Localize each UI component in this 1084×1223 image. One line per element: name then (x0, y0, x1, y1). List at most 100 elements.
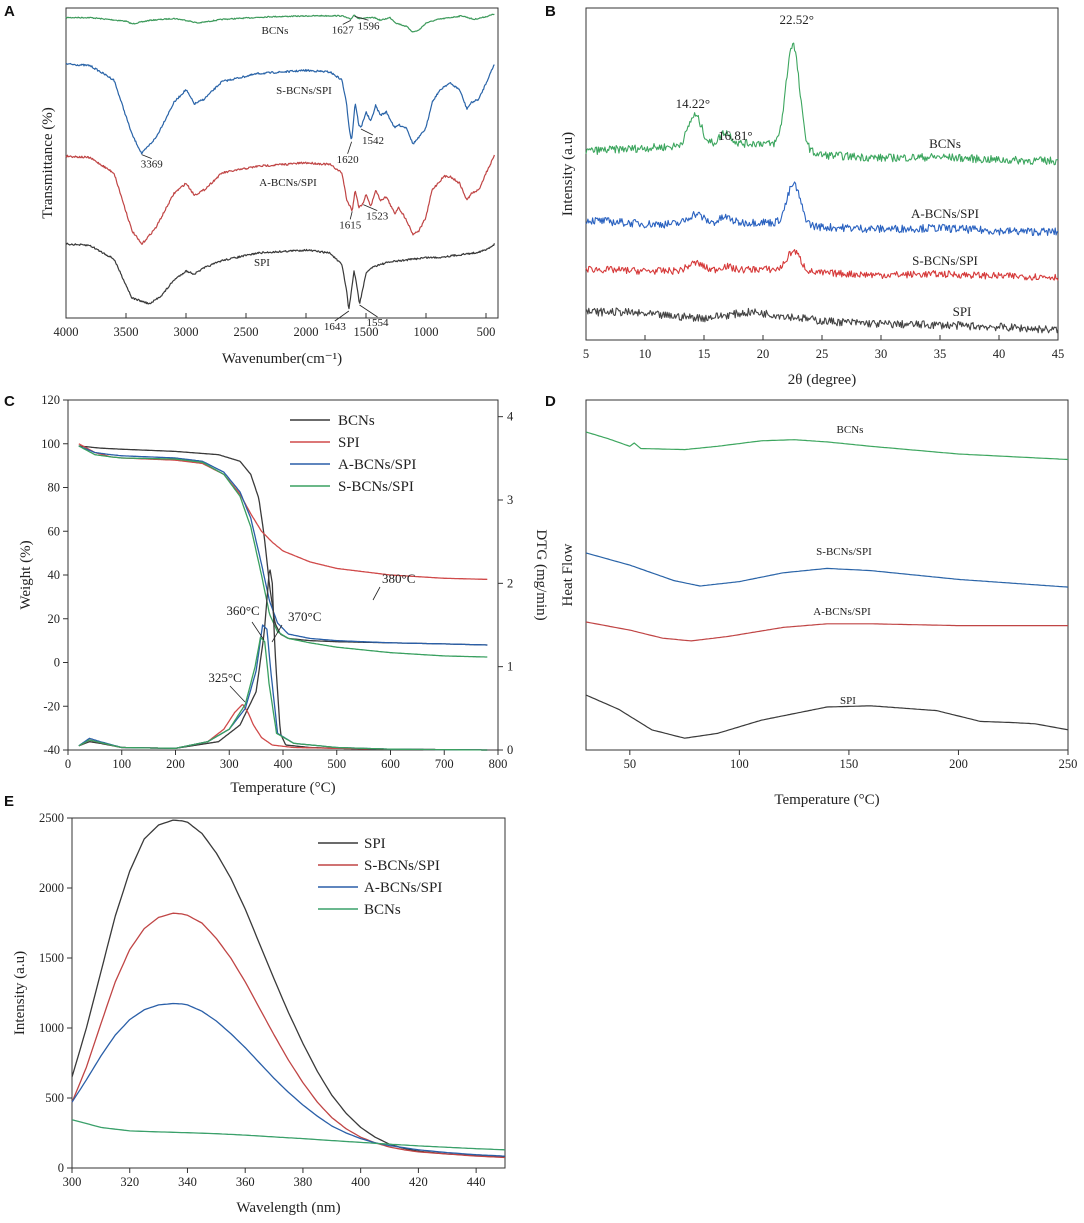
y-tick-label: 100 (41, 437, 60, 451)
y-tick-label: 80 (48, 481, 61, 495)
peak-annotation: 22.52° (780, 12, 814, 27)
y-tick-label: 0 (58, 1161, 64, 1175)
x-tick-label: 700 (435, 757, 454, 771)
x-tick-label: 300 (63, 1175, 82, 1189)
xrd-series-spi (585, 307, 1059, 334)
emission-curve-spi (71, 819, 506, 1158)
x-tick-label: 5 (583, 347, 589, 361)
emission-curve-s-bcns-spi (71, 912, 506, 1159)
temperature-annotation: 380°C (382, 571, 415, 586)
annotation-arrow (141, 154, 152, 159)
y2-tick-label: 0 (507, 743, 513, 757)
y-tick-label: 60 (48, 524, 61, 538)
series-label-s-bcns-spi: S-BCNs/SPI (276, 85, 332, 97)
annotation-arrow (359, 304, 378, 318)
x-tick-label: 600 (381, 757, 400, 771)
annotation-arrow (372, 586, 381, 601)
x-tick-label: 20 (757, 347, 770, 361)
panel-d-frame (585, 399, 1069, 751)
annotation-arrow (251, 621, 265, 641)
emission-curve-bcns (71, 1119, 506, 1151)
x-tick-label: 1500 (354, 325, 379, 339)
series-label-bcns: BCNs (837, 424, 864, 436)
y-axis-label: Transmittance (%) (40, 107, 56, 219)
series-label-spi: SPI (254, 257, 270, 269)
x-tick-label: 30 (875, 347, 888, 361)
series-label-a-bcns-spi: A-BCNs/SPI (813, 606, 871, 618)
peak-annotation: 1554 (367, 317, 390, 329)
x-axis-label: Temperature (°C) (230, 780, 335, 796)
ftir-series-bcns (65, 13, 495, 33)
annotation-arrow (349, 211, 353, 220)
x-tick-label: 40 (993, 347, 1006, 361)
panel-e-frame (71, 817, 506, 1169)
panel-label-e: E (4, 793, 14, 810)
y2-axis-label: DTG (mg/min) (533, 529, 549, 620)
x-tick-label: 500 (477, 325, 496, 339)
x-tick-label: 45 (1052, 347, 1065, 361)
panel-b-frame (585, 7, 1059, 341)
annotation-arrow (363, 204, 378, 211)
peak-annotation: 1643 (324, 321, 347, 333)
y-tick-label: 40 (48, 568, 61, 582)
dsc-curve-s-bcns-spi (585, 552, 1069, 588)
temperature-annotation: 360°C (226, 603, 259, 618)
x-tick-label: 35 (934, 347, 947, 361)
y-tick-label: 20 (48, 612, 61, 626)
dtg-curve-s-bcns-spi (78, 636, 488, 751)
x-tick-label: 150 (840, 757, 859, 771)
legend-label-spi: SPI (338, 435, 360, 451)
dsc-curve-a-bcns-spi (585, 621, 1068, 642)
xrd-series-s-bcns-spi (585, 249, 1059, 281)
dsc-curve-bcns (585, 431, 1069, 461)
series-label-bcns: BCNs (262, 25, 289, 37)
series-label-bcns: BCNs (929, 136, 961, 151)
legend-label-bcns: BCNs (338, 413, 375, 429)
panel-e-fluorescence-chart: 300 320 340 360 380 400 420 440 0 500 1000 1500 2000… (12, 811, 506, 1216)
dtg-curve-bcns (78, 569, 488, 751)
tga-curve-s-bcns-spi (78, 445, 488, 658)
peak-annotation: 14.22° (676, 96, 710, 111)
ftir-series-s-bcns-spi (65, 62, 495, 155)
xrd-series-a-bcns-spi (585, 181, 1058, 237)
series-label-a-bcns-spi: A-BCNs/SPI (259, 177, 317, 189)
x-tick-label: 50 (624, 757, 637, 771)
series-label-spi: SPI (840, 695, 856, 707)
series-label-a-bcns-spi: A-BCNs/SPI (911, 206, 979, 221)
y-axis-label: Intensity (a.u) (12, 951, 28, 1035)
panel-a-frame (65, 7, 499, 319)
panel-c-frame (67, 399, 499, 751)
x-tick-label: 300 (220, 757, 239, 771)
x-tick-label: 440 (467, 1175, 486, 1189)
x-tick-label: 3500 (114, 325, 139, 339)
tga-curve-bcns (78, 445, 488, 646)
x-tick-label: 10 (639, 347, 652, 361)
peak-annotation: 1620 (337, 154, 360, 166)
peak-annotation: 1615 (339, 219, 362, 231)
y-tick-label: -20 (43, 699, 60, 713)
x-axis-label: Wavenumber(cm⁻¹) (222, 351, 342, 367)
peak-annotation: 3369 (141, 159, 164, 171)
panel-label-c: C (4, 393, 15, 410)
legend-label-bcns: BCNs (364, 902, 401, 918)
peak-annotation: 1523 (366, 211, 389, 223)
annotation-arrow (354, 15, 369, 21)
series-label-spi: SPI (953, 304, 972, 319)
x-tick-label: 360 (236, 1175, 255, 1189)
x-tick-label: 100 (730, 757, 749, 771)
x-tick-label: 200 (166, 757, 185, 771)
x-tick-label: 15 (698, 347, 711, 361)
annotation-arrow (334, 310, 350, 322)
legend-label-a-bcns-spi: A-BCNs/SPI (364, 880, 442, 896)
x-tick-label: 2000 (294, 325, 319, 339)
x-tick-label: 400 (351, 1175, 370, 1189)
panel-a-ftir-chart: 4000 3500 3000 2500 2000 1500 1000 500 Wavenumbe… (40, 7, 499, 367)
panel-label-d: D (545, 393, 556, 410)
y-tick-label: 1000 (39, 1021, 64, 1035)
x-tick-label: 200 (949, 757, 968, 771)
tga-curve-spi (78, 443, 488, 581)
y2-tick-label: 1 (507, 660, 513, 674)
x-tick-label: 1000 (414, 325, 439, 339)
annotation-arrow (342, 20, 351, 25)
annotation-arrow (271, 624, 283, 643)
